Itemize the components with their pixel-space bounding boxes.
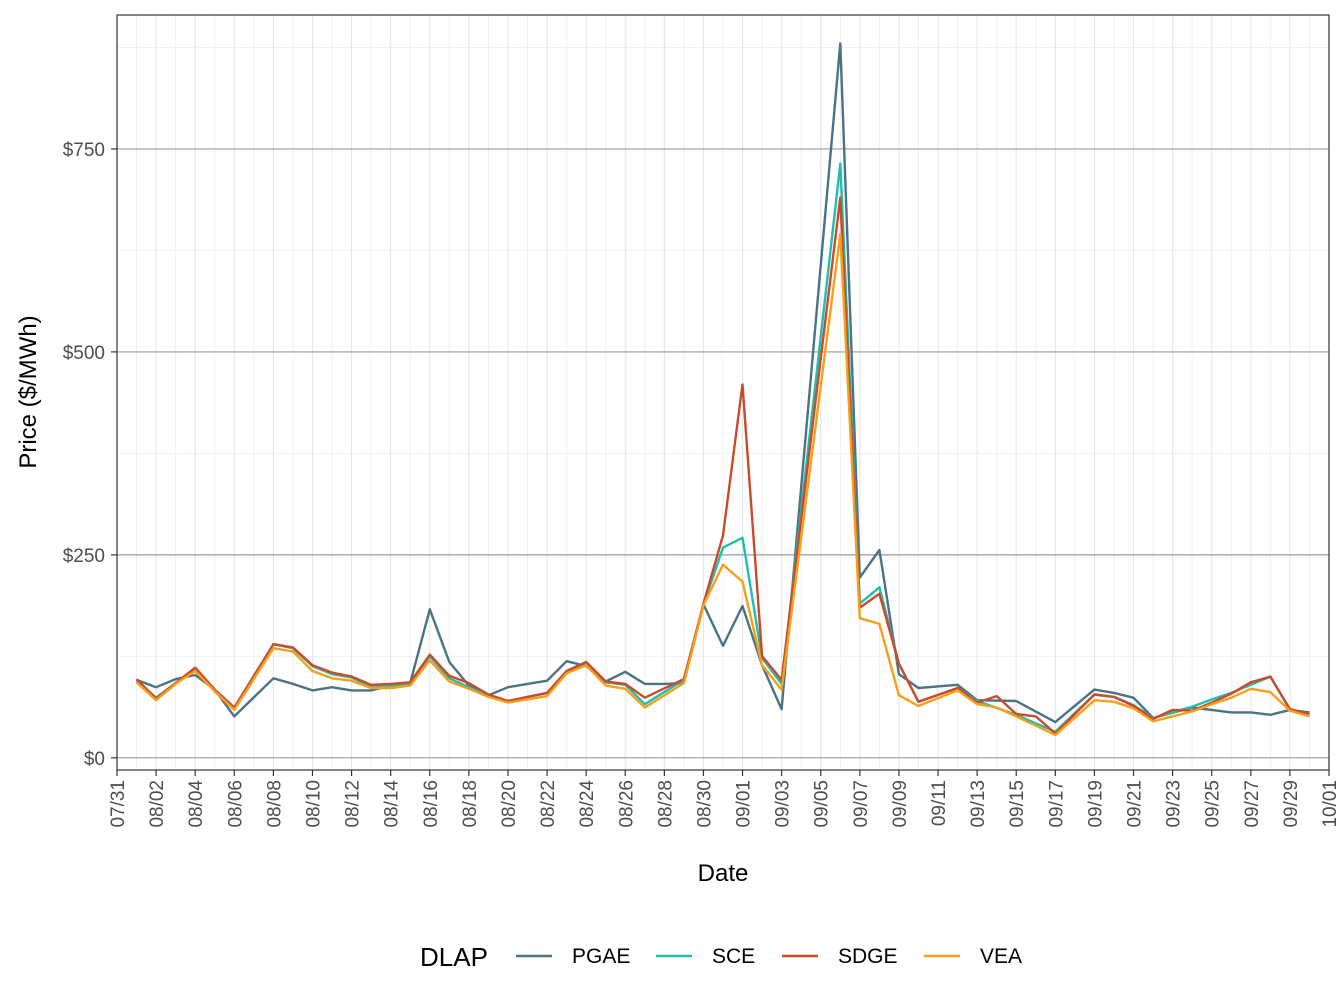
y-tick-label: $250: [63, 546, 105, 567]
y-tick-label: $0: [84, 749, 105, 770]
x-tick-label: 09/27: [1242, 780, 1263, 828]
x-tick-label: 08/28: [655, 780, 676, 828]
legend-label-sce: SCE: [712, 945, 755, 968]
x-tick-label: 08/06: [225, 780, 246, 828]
x-tick-label: 08/20: [499, 780, 520, 828]
x-tick-label: 09/17: [1046, 780, 1067, 828]
x-tick-label: 08/24: [577, 780, 598, 828]
y-axis: $0 $250 $500 $750: [63, 140, 117, 770]
grid-minor: [117, 15, 1329, 770]
plot-border: [116, 14, 1330, 771]
x-tick-label: 08/30: [694, 780, 715, 828]
legend-label-pgae: PGAE: [572, 945, 630, 968]
x-tick-label: 08/22: [538, 780, 559, 828]
x-tick-label: 09/13: [968, 780, 989, 828]
x-tick-label: 10/01: [1320, 780, 1341, 828]
legend-label-sdge: SDGE: [838, 945, 898, 968]
x-tick-label: 08/12: [343, 780, 364, 828]
x-tick-label: 09/03: [773, 780, 794, 828]
legend-label-vea: VEA: [980, 945, 1022, 968]
x-tick-label: 09/09: [890, 780, 911, 828]
x-tick-label: 08/26: [616, 780, 637, 828]
x-tick-label: 09/29: [1281, 780, 1302, 828]
x-tick-label: 08/16: [421, 780, 442, 828]
series-lines: [135, 42, 1310, 737]
x-tick-label: 09/21: [1125, 780, 1146, 828]
x-tick-label: 08/18: [460, 780, 481, 828]
series-line-pgae: [136, 42, 1310, 724]
x-tick-label: 09/23: [1164, 780, 1185, 828]
x-tick-label: 08/14: [382, 780, 403, 828]
y-tick-label: $750: [63, 140, 105, 161]
y-tick-label: $500: [63, 343, 105, 364]
x-tick-label: 09/19: [1085, 780, 1106, 828]
series-line-vea: [135, 232, 1310, 737]
x-tick-label: 09/07: [851, 780, 872, 828]
x-tick-label: 09/25: [1203, 780, 1224, 828]
x-tick-label: 08/08: [264, 780, 285, 828]
y-axis-title: Price ($/MWh): [15, 315, 42, 468]
x-tick-label: 09/15: [1007, 780, 1028, 828]
x-tick-label: 08/04: [186, 780, 207, 828]
x-axis: 07/31 08/02 08/04 08/06 08/08 08/10 08/12 08/14…: [108, 770, 1341, 828]
x-tick-label: 07/31: [108, 780, 129, 828]
x-tick-label: 09/01: [734, 780, 755, 828]
x-tick-label: 08/10: [303, 780, 324, 828]
x-tick-label: 09/11: [929, 780, 950, 826]
x-tick-label: 09/05: [812, 780, 833, 828]
legend-title: DLAP: [420, 942, 488, 972]
legend: DLAP PGAE SCE SDGE VEA: [420, 942, 1022, 972]
x-axis-title: Date: [698, 860, 749, 887]
x-tick-label: 08/02: [147, 780, 168, 828]
